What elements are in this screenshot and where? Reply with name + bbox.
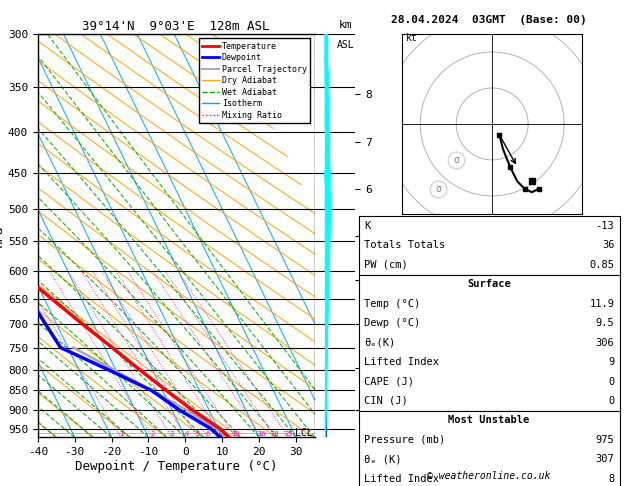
Text: km: km — [339, 20, 353, 30]
Text: ASL: ASL — [337, 40, 355, 50]
Text: 306: 306 — [596, 338, 615, 347]
Text: 10: 10 — [231, 432, 239, 437]
Y-axis label: hPa: hPa — [0, 225, 5, 247]
Text: 4: 4 — [184, 432, 189, 437]
Text: LCL: LCL — [295, 428, 313, 438]
Text: -13: -13 — [596, 221, 615, 231]
Title: 39°14'N  9°03'E  128m ASL: 39°14'N 9°03'E 128m ASL — [82, 20, 270, 33]
Text: Dewp (°C): Dewp (°C) — [364, 318, 420, 328]
Text: 307: 307 — [596, 454, 615, 464]
Text: 0.85: 0.85 — [589, 260, 615, 270]
Text: PW (cm): PW (cm) — [364, 260, 408, 270]
Text: CAPE (J): CAPE (J) — [364, 377, 414, 386]
Text: 0: 0 — [608, 377, 615, 386]
Legend: Temperature, Dewpoint, Parcel Trajectory, Dry Adiabat, Wet Adiabat, Isotherm, Mi: Temperature, Dewpoint, Parcel Trajectory… — [199, 38, 310, 123]
Text: 0: 0 — [608, 396, 615, 406]
Text: 28.04.2024  03GMT  (Base: 00): 28.04.2024 03GMT (Base: 00) — [391, 15, 587, 25]
Text: 8: 8 — [221, 432, 225, 437]
Text: Temp (°C): Temp (°C) — [364, 299, 420, 309]
Text: 9: 9 — [608, 357, 615, 367]
Text: Lifted Index: Lifted Index — [364, 357, 439, 367]
Text: θₑ (K): θₑ (K) — [364, 454, 401, 464]
Text: © weatheronline.co.uk: © weatheronline.co.uk — [427, 471, 551, 481]
Text: 2: 2 — [150, 432, 155, 437]
Text: σ: σ — [454, 155, 459, 165]
Text: 5: 5 — [196, 432, 200, 437]
Text: σ: σ — [435, 184, 441, 193]
Text: 8: 8 — [608, 474, 615, 484]
Text: Surface: Surface — [467, 279, 511, 289]
Text: 975: 975 — [596, 435, 615, 445]
Text: 36: 36 — [602, 241, 615, 250]
Text: 16: 16 — [258, 432, 266, 437]
Text: kt: kt — [406, 33, 418, 43]
Text: Totals Totals: Totals Totals — [364, 241, 445, 250]
Text: 3: 3 — [170, 432, 174, 437]
Text: 11.9: 11.9 — [589, 299, 615, 309]
Text: 20: 20 — [270, 432, 279, 437]
Text: K: K — [364, 221, 370, 231]
Text: 1: 1 — [119, 432, 123, 437]
Text: Most Unstable: Most Unstable — [448, 416, 530, 425]
Text: Lifted Index: Lifted Index — [364, 474, 439, 484]
Text: Pressure (mb): Pressure (mb) — [364, 435, 445, 445]
X-axis label: Dewpoint / Temperature (°C): Dewpoint / Temperature (°C) — [75, 460, 277, 473]
Text: 9.5: 9.5 — [596, 318, 615, 328]
Text: CIN (J): CIN (J) — [364, 396, 408, 406]
Text: 6: 6 — [205, 432, 209, 437]
Text: θₑ(K): θₑ(K) — [364, 338, 395, 347]
Text: 25: 25 — [284, 432, 292, 437]
